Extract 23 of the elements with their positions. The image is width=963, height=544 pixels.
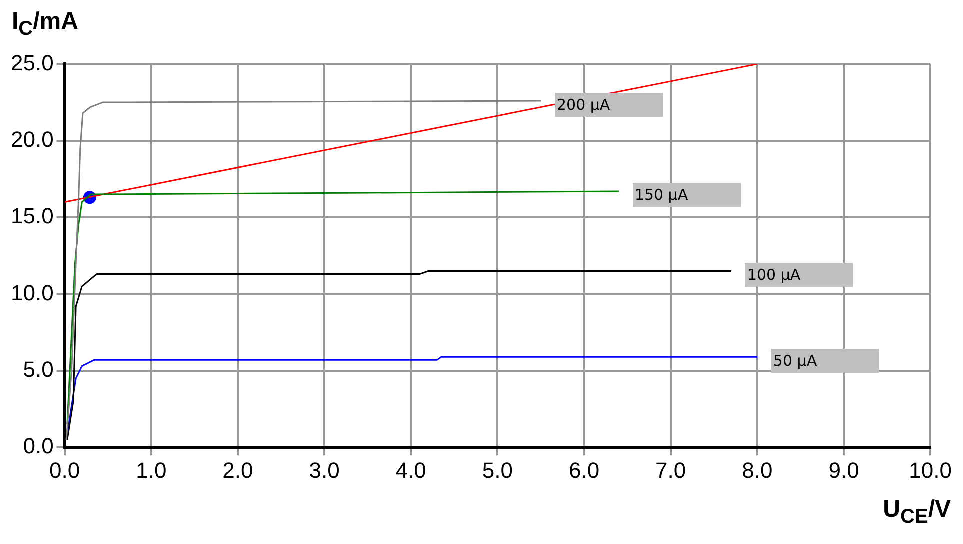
- y-tick-label: 25.0: [10, 50, 54, 76]
- y-axis-title: I$_{C}$/mA: [12, 8, 78, 41]
- x-axis-title: U$_{CE}$/V: [883, 496, 951, 529]
- name-tag: 100 µA: [745, 263, 854, 288]
- y-tick-label: 20.0: [10, 126, 54, 152]
- x-tick-label: 2.0: [222, 458, 254, 483]
- x-tick-label: 0.0: [50, 458, 80, 483]
- name-tag: 150 µA: [632, 183, 741, 208]
- y-tick-label: 15.0: [10, 204, 54, 229]
- y-tick-label: 5.0: [23, 356, 54, 382]
- x-tick-label: 7.0: [656, 458, 686, 483]
- y-tick-label: 0.0: [23, 434, 54, 459]
- name-tag: 50 µA: [771, 349, 880, 374]
- x-tick-label: 3.0: [309, 458, 340, 483]
- name-tag: 200 µA: [554, 93, 663, 117]
- x-tick-label: 5.0: [482, 458, 513, 483]
- x-tick-label: 8.0: [742, 458, 773, 483]
- y-tick-label: 10.0: [10, 280, 54, 306]
- x-tick-label: 1.0: [136, 458, 167, 483]
- x-tick-label: 10.0: [909, 458, 952, 483]
- x-tick-label: 9.0: [828, 458, 860, 483]
- x-tick-label: 4.0: [396, 458, 426, 483]
- x-tick-label: 6.0: [568, 458, 600, 483]
